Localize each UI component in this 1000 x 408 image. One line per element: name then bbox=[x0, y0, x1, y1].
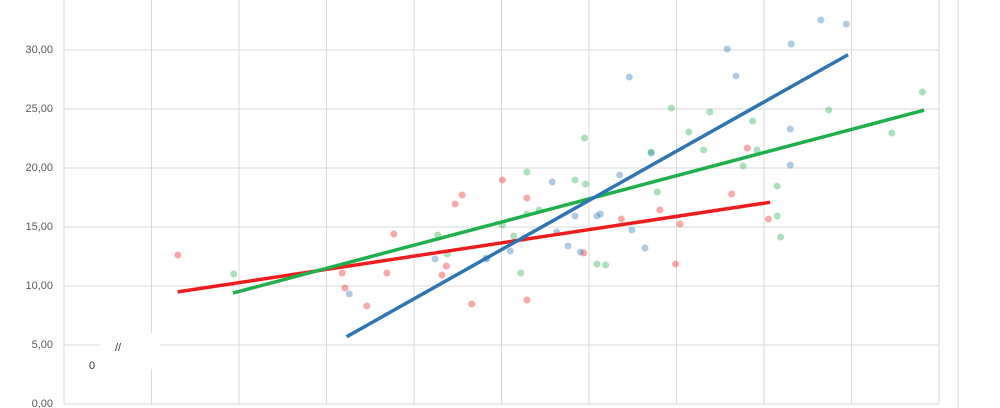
point bbox=[672, 260, 680, 268]
point bbox=[625, 73, 633, 81]
point bbox=[581, 134, 589, 142]
point bbox=[593, 212, 601, 220]
point bbox=[685, 128, 693, 136]
point bbox=[773, 212, 781, 220]
point bbox=[728, 190, 736, 198]
y-tick-label: 30,00 bbox=[25, 44, 53, 56]
point bbox=[676, 220, 684, 228]
point bbox=[523, 194, 531, 202]
point bbox=[523, 168, 531, 176]
point bbox=[390, 230, 398, 238]
point bbox=[764, 215, 772, 223]
point bbox=[817, 16, 825, 24]
point bbox=[749, 117, 757, 125]
point bbox=[571, 212, 579, 220]
point bbox=[825, 106, 833, 114]
point bbox=[753, 146, 761, 154]
point bbox=[653, 188, 661, 196]
point bbox=[918, 88, 926, 96]
point bbox=[576, 248, 584, 256]
y-tick-label: 0,00 bbox=[32, 398, 53, 408]
point bbox=[739, 162, 747, 170]
point bbox=[596, 210, 604, 218]
point bbox=[617, 215, 625, 223]
point bbox=[580, 249, 588, 257]
point bbox=[706, 108, 714, 116]
point bbox=[641, 244, 649, 252]
point bbox=[787, 40, 795, 48]
point bbox=[451, 200, 459, 208]
point bbox=[842, 20, 850, 28]
point bbox=[743, 144, 751, 152]
point bbox=[517, 269, 525, 277]
y-tick-label: 25,00 bbox=[25, 103, 53, 115]
point bbox=[700, 146, 708, 154]
y-tick-label: 10,00 bbox=[25, 280, 53, 292]
point bbox=[345, 290, 353, 298]
point bbox=[548, 178, 556, 186]
point bbox=[786, 161, 794, 169]
point bbox=[773, 182, 781, 190]
point bbox=[363, 302, 371, 310]
y-tick-label: 5,00 bbox=[32, 339, 53, 351]
point bbox=[230, 270, 238, 278]
point bbox=[523, 296, 531, 304]
point bbox=[468, 300, 476, 308]
point bbox=[602, 261, 610, 269]
point bbox=[647, 149, 655, 157]
point bbox=[732, 72, 740, 80]
point bbox=[647, 148, 655, 156]
point bbox=[338, 269, 346, 277]
point bbox=[777, 233, 785, 241]
point bbox=[564, 242, 572, 250]
point bbox=[593, 260, 601, 268]
axis-break bbox=[100, 333, 160, 369]
point bbox=[383, 269, 391, 277]
y-tick-label: 15,00 bbox=[25, 221, 53, 233]
point bbox=[656, 206, 664, 214]
point bbox=[888, 129, 896, 137]
point bbox=[438, 271, 446, 279]
trend-line bbox=[232, 108, 925, 295]
point bbox=[786, 125, 794, 133]
point bbox=[498, 176, 506, 184]
axis-break-label: 0 bbox=[89, 360, 95, 372]
point bbox=[341, 284, 349, 292]
point bbox=[723, 45, 731, 53]
point bbox=[174, 251, 182, 259]
point bbox=[667, 104, 675, 112]
point bbox=[431, 255, 439, 263]
axis-break-mark: // bbox=[115, 342, 122, 354]
point bbox=[571, 176, 579, 184]
point bbox=[506, 247, 514, 255]
point bbox=[582, 180, 589, 188]
point bbox=[442, 262, 450, 270]
point bbox=[510, 232, 518, 240]
point bbox=[628, 226, 636, 234]
trend-line bbox=[177, 200, 771, 294]
y-tick-label: 20,00 bbox=[25, 162, 53, 174]
trend-line bbox=[345, 53, 849, 339]
point bbox=[616, 171, 624, 179]
point bbox=[458, 191, 466, 199]
